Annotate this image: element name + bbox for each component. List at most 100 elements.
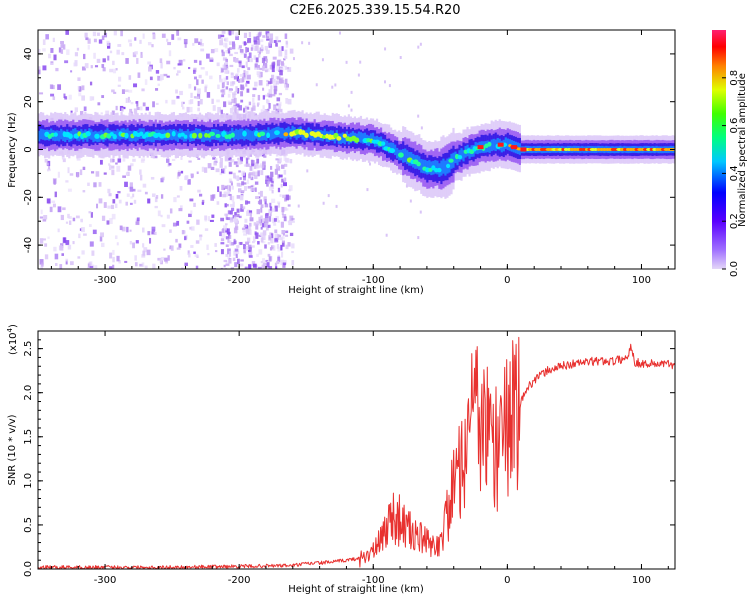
spectrogram-noise-cell [58,47,62,53]
spectrogram-noise-cell [122,175,126,178]
spectrogram-ridge-cell [60,128,63,140]
colorbar-label: Normalized spectral amplitude [737,73,748,227]
spectrogram-noise-cell [209,58,214,62]
spectrogram-noise-cell [188,253,191,258]
spectrogram-noise-cell [223,264,226,268]
spectrogram-noise-cell [338,31,341,35]
spectrogram-noise-cell [236,258,240,265]
spectrogram-noise-cell [155,88,159,91]
spectrogram-noise-cell [81,85,85,91]
spectrogram-noise-cell [181,101,184,107]
spectrogram-noise-cell [44,243,48,247]
spectrogram-noise-cell [40,209,43,215]
spectrogram-ridge-cell [174,130,177,141]
spectrogram-noise-cell [96,58,101,63]
spectrogram-noise-cell [214,243,217,247]
spectrogram-noise-cell [240,204,243,209]
spectrogram-noise-cell [238,61,242,68]
spectrogram-noise-cell [139,169,142,175]
spectrogram-ytick-label: 40 [23,48,34,61]
spectrogram-noise-cell [219,191,222,197]
spectrogram-noise-cell [168,50,172,57]
spectrogram-noise-cell [72,217,76,222]
spectrogram-noise-cell [209,219,214,222]
spectrogram-ridge-cell [38,130,41,142]
spectrogram-noise-cell [231,207,235,212]
spectrogram-noise-cell [66,49,70,55]
spectrogram-noise-cell [276,103,279,106]
spectrogram-noise-cell [201,166,205,172]
spectrogram-noise-cell [196,79,199,86]
spectrogram-noise-cell [275,109,278,112]
spectrogram-noise-cell [269,165,273,170]
spectrogram-noise-cell [260,170,264,176]
spectrogram-noise-cell [240,259,244,262]
spectrogram-noise-cell [49,84,54,89]
spectrogram-ridge-cell [422,159,425,174]
spectrogram-noise-cell [247,201,251,204]
spectrogram-noise-cell [246,228,250,235]
spectrogram-noise-cell [224,165,227,169]
spectrogram-noise-cell [89,241,94,247]
spectrogram-noise-cell [172,222,177,227]
spectrogram-noise-cell [142,33,145,39]
spectrogram-noise-cell [196,219,200,225]
spectrogram-noise-cell [249,213,252,220]
spectrogram-noise-cell [38,66,41,70]
spectrogram-noise-cell [201,79,204,84]
spectrogram-noise-cell [140,159,145,163]
spectrogram-noise-cell [200,48,205,52]
spectrogram-noise-cell [69,173,74,176]
spectrogram-xtick-label: -300 [94,275,117,286]
spectrogram-ridge-cell [383,139,387,151]
spectrogram-noise-cell [204,215,208,221]
spectrogram-noise-cell [247,264,252,269]
spectrogram-noise-cell [248,251,253,257]
spectrogram-noise-cell [216,62,220,67]
spectrogram-noise-cell [227,93,231,98]
spectrogram-ridge-cell [323,128,326,140]
spectrogram-noise-cell [240,91,244,97]
spectrogram-noise-cell [53,179,56,185]
spectrogram-noise-cell [129,229,132,232]
spectrogram-noise-cell [233,172,236,179]
spectrogram-noise-cell [265,51,270,55]
spectrogram-noise-cell [283,260,287,264]
spectrogram-noise-cell [228,251,232,257]
spectrogram-noise-cell [417,236,420,240]
spectrogram-noise-cell [91,171,95,174]
spectrogram-noise-cell [264,223,268,228]
spectrogram-noise-cell [417,45,420,49]
spectrogram-noise-cell [284,49,288,56]
spectrogram-noise-cell [125,97,128,104]
spectrogram-noise-cell [327,194,330,198]
spectrogram-noise-cell [190,92,193,98]
spectrogram-noise-cell [133,83,138,88]
spectrogram-noise-cell [262,65,265,71]
spectrogram-noise-cell [276,76,281,80]
spectrogram-noise-cell [116,49,120,55]
colorbar-tick-label: 0.2 [729,213,740,229]
spectrogram-noise-cell [178,243,182,248]
spectrogram-noise-cell [149,76,153,81]
spectrogram-noise-cell [50,47,54,53]
spectrogram-noise-cell [279,194,282,197]
spectrogram-noise-cell [47,169,50,172]
spectrogram-noise-cell [247,229,252,235]
spectrogram-noise-cell [145,106,150,111]
spectrogram-noise-cell [120,30,123,37]
spectrogram-noise-cell [242,228,246,233]
spectrogram-noise-cell [60,40,64,45]
spectrogram-ridge-cell [440,160,443,176]
spectrogram-peak-cell [242,130,247,137]
spectrogram-noise-cell [126,226,129,233]
spectrogram-noise-cell [47,236,50,239]
spectrogram-noise-cell [146,249,151,256]
spectrogram-noise-cell [211,214,215,218]
spectrogram-noise-cell [255,171,260,177]
spectrogram-peak-cell [304,132,309,138]
spectrogram-noise-cell [275,164,279,168]
spectrogram-noise-cell [248,210,253,214]
spectrogram-noise-cell [283,58,286,61]
